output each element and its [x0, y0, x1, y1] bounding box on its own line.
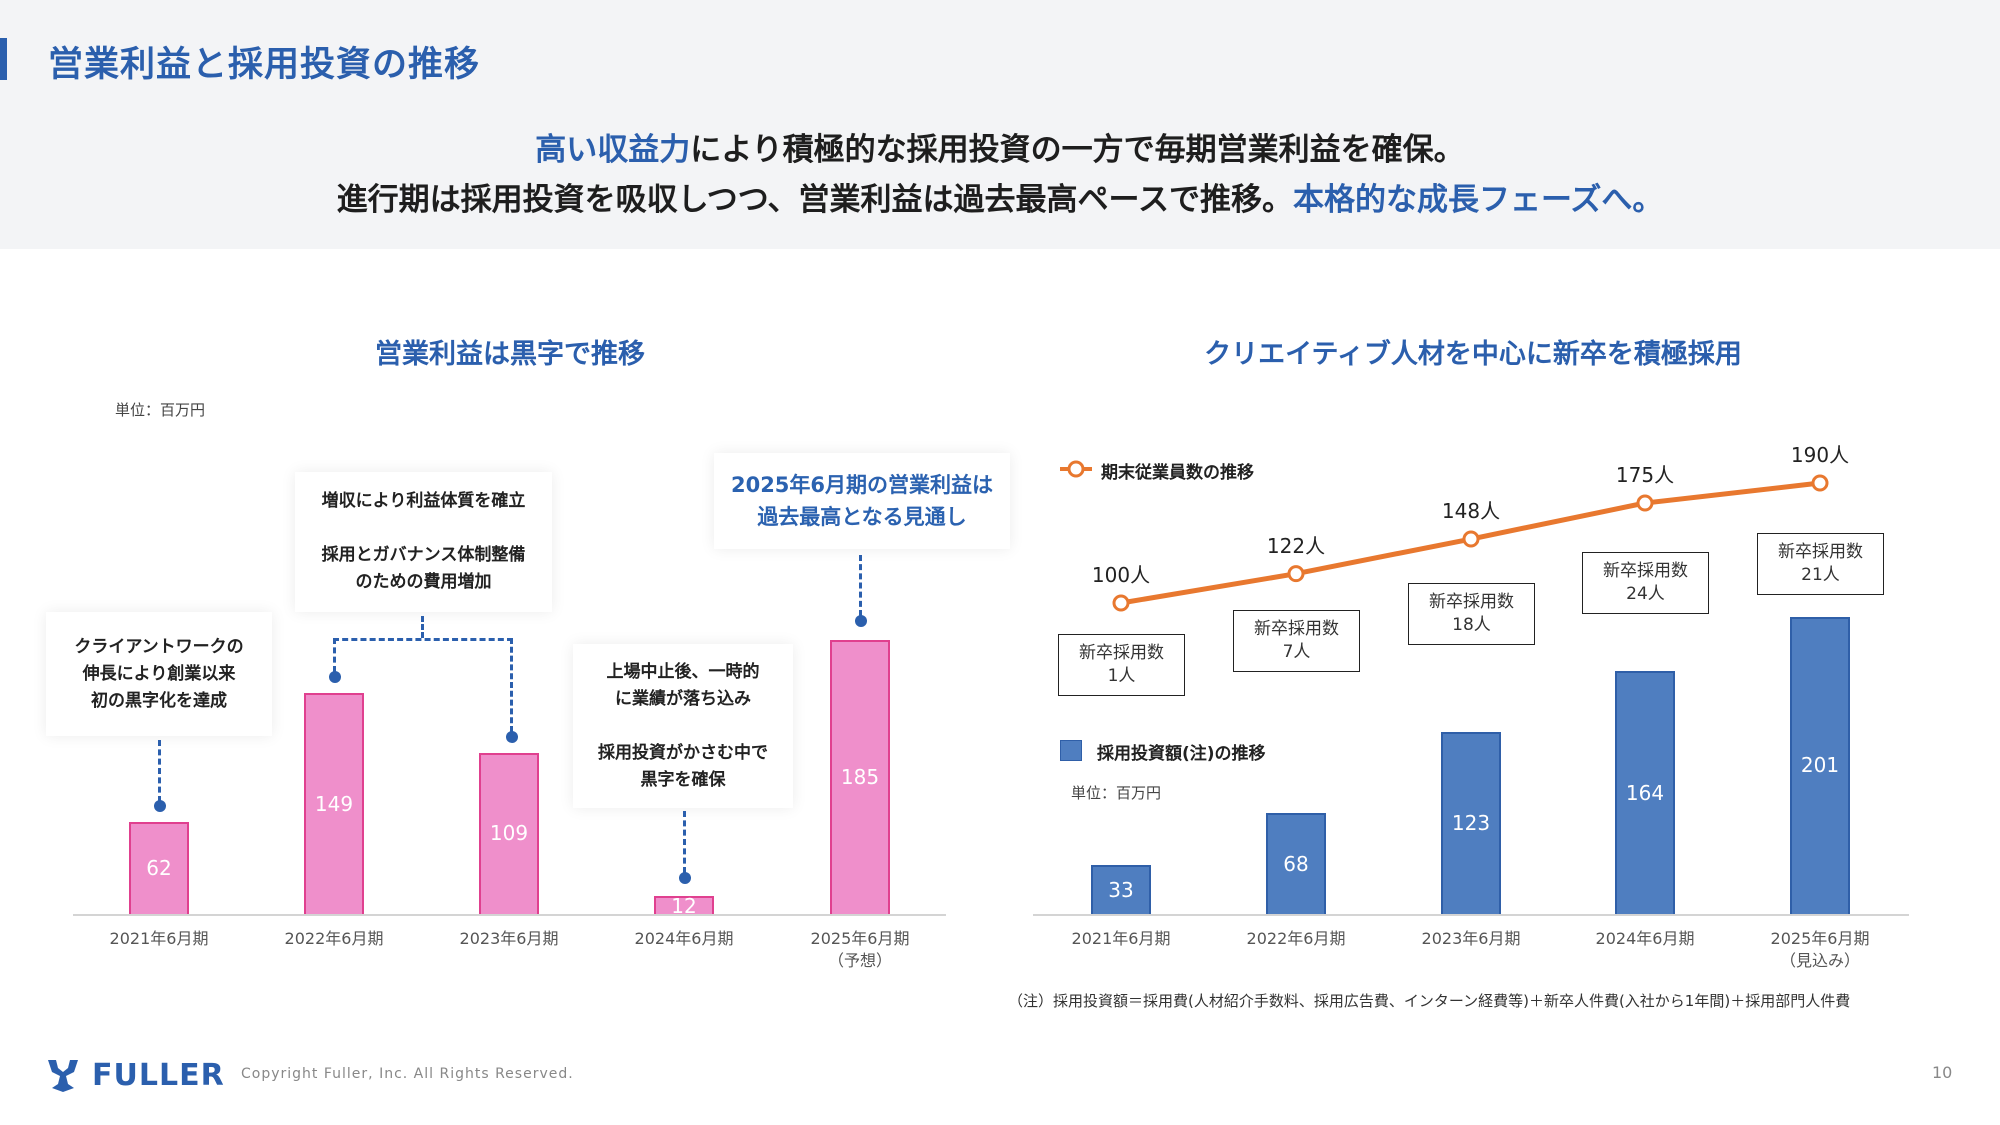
summary-text: 進行期は採用投資を吸収しつつ、営業利益は過去最高ペースで推移。	[336, 182, 1293, 218]
employee-count-label: 190人	[1790, 443, 1850, 468]
callout-text: 過去最高となる見通し	[757, 505, 967, 529]
employee-count-label: 148人	[1441, 499, 1501, 524]
callout-text: 増収により利益体質を確立	[321, 491, 526, 511]
employee-count-label: 100人	[1091, 563, 1151, 587]
right-chart-title: クリエイティブ人材を中心に新卒を積極採用	[1204, 339, 1742, 370]
line-legend-label: 期末従業員数の推移	[1101, 463, 1254, 483]
new-grad-hires-box: 新卒採用数 18人	[1408, 583, 1535, 645]
employee-count-point	[1811, 474, 1829, 492]
callout-text: 上場中止後、一時的	[606, 661, 760, 682]
profit-bar	[129, 822, 189, 914]
copyright: Copyright Fuller, Inc. All Rights Reserv…	[241, 1066, 574, 1082]
connector-line	[683, 811, 686, 873]
connector-line	[333, 638, 513, 641]
callout-2022-2023: 増収により利益体質を確立 採用とガバナンス体制整備 のための費用増加	[295, 472, 552, 612]
connector-dot	[329, 671, 341, 683]
callout-text: 2025年6月期の営業利益は	[730, 473, 994, 497]
right-chart-unit: 単位：百万円	[1071, 784, 1162, 802]
line-legend-icon	[1060, 460, 1092, 478]
bar-value-label: 123	[1451, 810, 1491, 835]
connector-dot	[506, 731, 518, 743]
summary-line-1: 高い収益力により積極的な採用投資の一方で毎期営業利益を確保。	[0, 124, 2000, 169]
x-axis-label: 2024年6月期	[634, 929, 734, 948]
x-axis-label: 2022年6月期	[284, 929, 384, 948]
callout-text: に業績が落ち込み	[615, 688, 751, 709]
investment-bar	[1266, 813, 1326, 914]
new-grad-hires-box: 新卒採用数 7人	[1233, 610, 1360, 672]
callout-text: クライアントワークの	[74, 636, 244, 657]
profit-bar	[479, 752, 539, 914]
footnote: （注）採用投資額＝採用費(人材紹介手数料、採用広告費、インターン経費等)＋新卒人…	[1008, 992, 1851, 1010]
callout-text: のための費用増加	[355, 572, 492, 592]
x-axis-label: 2024年6月期	[1595, 929, 1695, 948]
callout-2024: 上場中止後、一時的 に業績が落ち込み 採用投資がかさむ中で 黒字を確保	[573, 644, 793, 808]
bar-value-label: 33	[1108, 877, 1134, 902]
page-number: 10	[1932, 1063, 1953, 1082]
employee-count-point	[1636, 494, 1654, 512]
x-axis-label: 2025年6月期 （予想）	[810, 929, 910, 970]
employee-count-label: 122人	[1266, 533, 1326, 558]
title-accent-bar	[0, 38, 7, 80]
callout-text: 採用投資がかさむ中で	[598, 742, 768, 763]
connector-line	[158, 740, 161, 802]
employee-count-label: 175人	[1615, 463, 1675, 488]
employee-count-point	[1112, 594, 1130, 612]
employee-count-point	[1287, 565, 1305, 583]
profit-bar	[830, 640, 890, 914]
summary-text: により積極的な採用投資の一方で毎期営業利益を確保。	[690, 132, 1465, 168]
left-chart-unit: 単位：百万円	[115, 401, 206, 419]
right-chart-baseline	[1033, 914, 1909, 916]
highlight-text: 本格的な成長フェーズへ。	[1292, 182, 1664, 218]
bar-value-label: 185	[840, 765, 880, 790]
bar-value-label: 149	[314, 791, 354, 816]
connector-dot	[855, 615, 867, 627]
callout-text: 初の黒字化を達成	[91, 690, 227, 711]
x-axis-label: 2023年6月期	[459, 929, 559, 948]
fuller-logo-text: FULLER	[92, 1058, 225, 1093]
summary-line-2: 進行期は採用投資を吸収しつつ、営業利益は過去最高ペースで推移。本格的な成長フェー…	[0, 174, 2000, 219]
callout-text: 黒字を確保	[640, 769, 726, 790]
connector-line	[333, 638, 336, 672]
callout-2021: クライアントワークの 伸長により創業以来 初の黒字化を達成	[46, 612, 272, 736]
operating-profit-chart: 62 2021年6月期 149 2022年6月期 109 2023年6月期 12 2024年6…	[109, 640, 910, 970]
left-chart-title: 営業利益は黒字で推移	[375, 339, 645, 370]
new-grad-hires-box: 新卒採用数 24人	[1582, 552, 1709, 614]
left-chart-baseline	[73, 914, 946, 916]
investment-bar	[1615, 671, 1675, 914]
callout-2025: 2025年6月期の営業利益は 過去最高となる見通し	[714, 453, 1010, 549]
investment-bar	[1441, 731, 1501, 914]
connector-line	[859, 555, 862, 616]
connector-dot	[679, 872, 691, 884]
callout-text: 採用とガバナンス体制整備	[321, 545, 526, 565]
connector-line	[421, 616, 424, 638]
bar-value-label: 164	[1625, 780, 1665, 805]
employee-count-point	[1462, 530, 1480, 548]
bar-value-label: 201	[1800, 753, 1840, 778]
bar-legend-icon	[1060, 740, 1082, 761]
x-axis-label: 2022年6月期	[1246, 929, 1346, 948]
x-axis-label: 2021年6月期	[109, 929, 209, 948]
page-title: 営業利益と採用投資の推移	[48, 45, 481, 85]
investment-bar	[1091, 865, 1151, 914]
connector-line	[510, 638, 513, 732]
profit-bar	[304, 693, 364, 914]
profit-bar	[654, 896, 714, 914]
fuller-logo-icon	[48, 1060, 78, 1092]
x-axis-label: 2023年6月期	[1421, 929, 1521, 948]
new-grad-hires-box: 新卒採用数 1人	[1058, 634, 1185, 696]
header-band	[0, 0, 2000, 249]
new-grad-hires-box: 新卒採用数 21人	[1757, 533, 1884, 595]
x-axis-label: 2025年6月期 （見込み）	[1770, 929, 1870, 970]
callout-text: 伸長により創業以来	[82, 663, 236, 684]
bar-value-label: 109	[489, 821, 529, 846]
investment-bar	[1790, 616, 1850, 914]
bar-legend-label: 採用投資額(注)の推移	[1097, 744, 1266, 764]
connector-dot	[154, 800, 166, 812]
bar-value-label: 68	[1283, 851, 1309, 876]
bar-value-label: 62	[146, 856, 172, 881]
highlight-text: 高い収益力	[535, 132, 691, 168]
x-axis-label: 2021年6月期	[1071, 929, 1171, 948]
